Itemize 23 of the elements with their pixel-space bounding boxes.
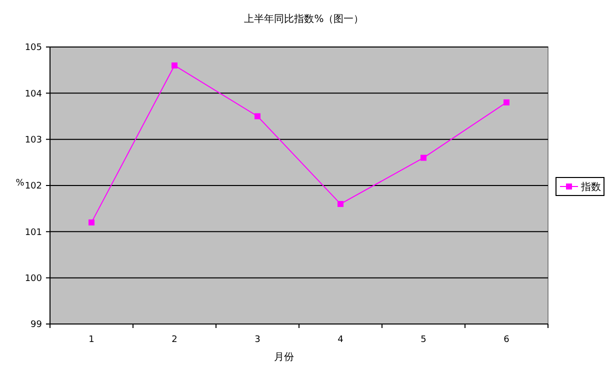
y-tick-label: 105 (24, 43, 42, 54)
legend-label: 指数 (580, 181, 601, 193)
x-tick-label: 4 (338, 335, 344, 345)
y-axis-title: % (16, 178, 25, 188)
chart-title: 上半年同比指数%（图一） (244, 13, 364, 25)
point (88, 219, 94, 226)
point (420, 154, 426, 161)
y-tick-label: 103 (24, 135, 42, 146)
y-tick-label: 102 (24, 182, 42, 192)
point (254, 113, 260, 120)
point (504, 99, 510, 106)
x-tick-label: 2 (172, 335, 178, 345)
x-tick-label: 6 (504, 335, 510, 345)
x-tick-label: 3 (254, 335, 260, 345)
y-tick-label: 99 (30, 320, 42, 330)
x-tick-label: 5 (420, 335, 426, 345)
y-tick-label: 104 (24, 89, 42, 100)
x-axis-title: 月份 (274, 352, 294, 363)
y-tick-label: 100 (24, 274, 42, 284)
point (172, 62, 178, 68)
point (338, 200, 344, 207)
x-tick-label: 1 (88, 335, 94, 345)
y-tick-label: 101 (24, 228, 42, 238)
